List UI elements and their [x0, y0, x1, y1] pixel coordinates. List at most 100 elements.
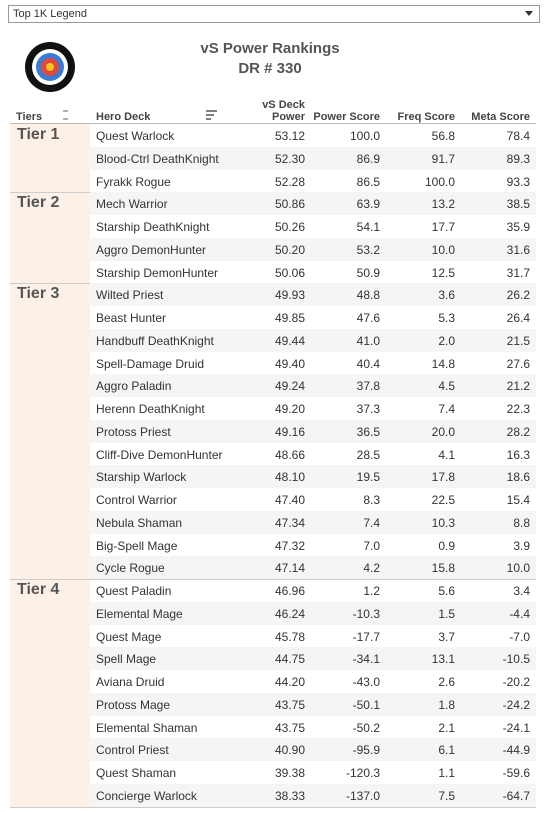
deck-name: Blood-Ctrl DeathKnight [96, 151, 219, 166]
score-cell: 86.5 [356, 174, 380, 189]
title: vS Power Rankings [200, 40, 340, 57]
score-cell: 40.4 [356, 356, 380, 371]
score-cell: 47.6 [356, 311, 380, 325]
deck-name: Mech Warrior [96, 197, 168, 212]
score-cell: 46.24 [274, 606, 305, 621]
score-cell: 10.0 [506, 561, 530, 576]
score-cell: 17.7 [431, 220, 455, 234]
score-cell: 16.3 [506, 447, 530, 462]
deck-name: Aggro Paladin [96, 379, 172, 394]
score-cell: 63.9 [356, 197, 380, 212]
column-header: Power Score [313, 111, 380, 123]
row-shade [90, 374, 536, 397]
deck-name: Spell Mage [96, 652, 157, 667]
deck-name: Quest Paladin [96, 584, 172, 598]
score-cell: -20.2 [502, 675, 530, 689]
column-header: vS Deck Power [262, 99, 305, 123]
column-header: Hero Deck [96, 111, 151, 123]
score-cell: 13.1 [431, 652, 455, 667]
score-cell: 100.0 [349, 129, 380, 143]
score-cell: 4.2 [363, 561, 380, 576]
score-cell: -50.1 [352, 697, 380, 712]
score-cell: -44.9 [502, 743, 530, 758]
logo [25, 42, 75, 92]
score-cell: 15.8 [431, 561, 455, 576]
score-cell: 52.28 [274, 174, 305, 189]
score-cell: -17.7 [352, 629, 380, 644]
score-cell: -10.3 [352, 606, 380, 621]
score-cell: 53.12 [274, 129, 305, 143]
score-cell: 47.32 [274, 538, 305, 553]
score-cell: -43.0 [352, 675, 380, 689]
score-cell: 22.5 [431, 493, 455, 507]
score-cell: 48.66 [274, 447, 305, 462]
deck-name: Cycle Rogue [96, 561, 165, 576]
score-cell: 0.9 [438, 538, 455, 553]
score-cell: 2.6 [438, 675, 455, 689]
deck-name: Concierge Warlock [96, 788, 197, 803]
score-cell: 3.6 [438, 288, 455, 303]
score-cell: 31.7 [506, 265, 530, 280]
score-cell: 50.06 [274, 265, 305, 280]
score-cell: -50.2 [352, 720, 380, 735]
score-cell: 13.2 [431, 197, 455, 212]
deck-name: Wilted Priest [96, 288, 164, 303]
sort-icon[interactable] [62, 109, 70, 121]
score-cell: 37.8 [356, 379, 380, 394]
score-cell: -137.0 [345, 788, 380, 803]
deck-name: Aviana Druid [96, 675, 165, 689]
sort-icon[interactable] [206, 110, 218, 120]
score-cell: 20.0 [431, 424, 455, 439]
score-cell: 50.20 [274, 242, 305, 257]
score-cell: 49.85 [274, 311, 305, 325]
score-cell: 38.5 [506, 197, 530, 212]
column-header: Meta Score [471, 111, 530, 123]
row-shade [90, 510, 536, 534]
score-cell: 4.1 [438, 447, 455, 462]
row-shade [90, 556, 536, 579]
score-cell: 41.0 [356, 333, 380, 348]
row-shade [90, 237, 536, 261]
filter-dropdown[interactable]: Top 1K Legend [8, 5, 540, 23]
score-cell: 7.0 [363, 538, 380, 553]
deck-name: Herenn DeathKnight [96, 402, 205, 416]
row-shade [90, 283, 536, 306]
deck-name: Aggro DemonHunter [96, 242, 207, 257]
score-cell: 53.2 [356, 242, 380, 257]
score-cell: 15.4 [506, 493, 530, 507]
score-cell: 49.40 [274, 356, 305, 371]
score-cell: 100.0 [424, 174, 455, 189]
score-cell: -34.1 [352, 652, 380, 667]
score-cell: 2.1 [438, 720, 455, 735]
filter-value[interactable]: Top 1K Legend [13, 8, 88, 20]
deck-name: Starship DemonHunter [96, 265, 219, 280]
score-cell: -24.2 [502, 697, 530, 712]
deck-name: Handbuff DeathKnight [96, 333, 214, 348]
deck-name: Control Priest [96, 743, 169, 758]
score-cell: 4.5 [438, 379, 455, 394]
score-cell: -10.5 [502, 652, 530, 667]
column-header: Freq Score [397, 111, 455, 123]
tier-label: Tier 2 [17, 194, 60, 212]
deck-name: Nebula Shaman [96, 515, 183, 530]
score-cell: 39.38 [274, 766, 305, 780]
tier-label: Tier 3 [17, 285, 60, 303]
dropdown-arrow[interactable] [525, 11, 533, 17]
score-cell: 8.8 [513, 515, 530, 530]
score-cell: 10.3 [431, 515, 455, 530]
deck-name: Elemental Mage [96, 606, 183, 621]
score-cell: 14.8 [431, 356, 455, 371]
score-cell: 1.2 [363, 584, 380, 598]
row-shade [90, 192, 536, 215]
score-cell: 1.1 [438, 766, 455, 780]
score-cell: 18.6 [506, 470, 530, 485]
deck-name: Quest Shaman [96, 766, 177, 780]
score-cell: 1.8 [438, 697, 455, 712]
score-cell: 27.6 [506, 356, 530, 371]
deck-name: Starship DeathKnight [96, 220, 210, 234]
score-cell: 54.1 [356, 220, 380, 234]
deck-name: Control Warrior [96, 493, 177, 507]
deck-name: Cliff-Dive DemonHunter [96, 447, 223, 462]
tier-band [10, 124, 90, 807]
